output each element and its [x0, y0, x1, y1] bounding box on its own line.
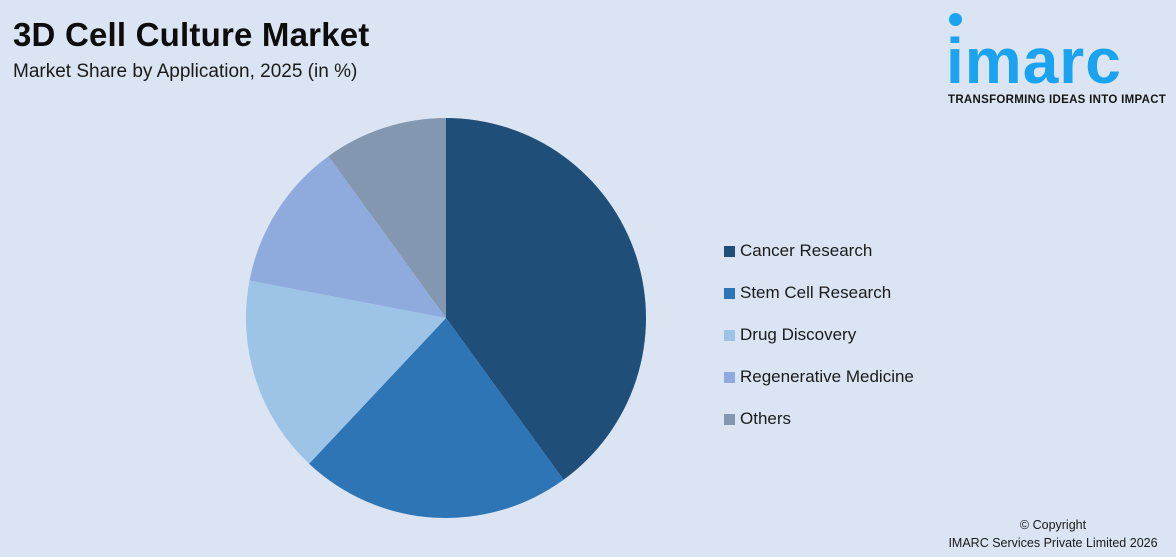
chart-subtitle: Market Share by Application, 2025 (in %): [13, 61, 358, 82]
chart-legend: Cancer Research Stem Cell Research Drug …: [724, 230, 914, 440]
pie-slice-others: [328, 118, 446, 318]
chart-title: 3D Cell Culture Market: [13, 16, 370, 53]
logo-wordmark: imarc: [946, 25, 1122, 97]
legend-swatch-icon: [724, 329, 735, 341]
pie-slice-stem-cell-research: [309, 318, 564, 518]
legend-label: Others: [740, 409, 792, 428]
copyright-footer: © Copyright IMARC Services Private Limit…: [948, 516, 1158, 552]
logo-tagline: TRANSFORMING IDEAS INTO IMPACT: [948, 94, 1167, 106]
copyright-line: © Copyright: [1019, 518, 1087, 532]
legend-label: Drug Discovery: [740, 325, 857, 344]
legend-item: Drug Discovery: [724, 314, 914, 356]
legend-swatch-icon: [724, 245, 735, 257]
copyright-company: IMARC Services Private Limited 2026: [948, 536, 1158, 550]
pie-chart: [246, 118, 646, 518]
legend-item: Regenerative Medicine: [724, 356, 914, 398]
legend-label: Cancer Research: [740, 241, 873, 260]
legend-item: Cancer Research: [724, 230, 914, 272]
legend-item: Stem Cell Research: [724, 272, 914, 314]
legend-swatch-icon: [724, 413, 735, 425]
imarc-logo: imarc TRANSFORMING IDEAS INTO IMPACT: [946, 12, 1170, 108]
legend-item: Others: [724, 398, 914, 440]
legend-swatch-icon: [724, 287, 735, 299]
logo-dot-icon: [949, 13, 962, 26]
legend-label: Regenerative Medicine: [740, 367, 914, 386]
legend-label: Stem Cell Research: [740, 283, 892, 302]
pie-slice-cancer-research: [446, 118, 646, 480]
legend-swatch-icon: [724, 371, 735, 383]
pie-slice-regenerative-medicine: [249, 156, 446, 318]
pie-slice-drug-discovery: [246, 280, 446, 464]
